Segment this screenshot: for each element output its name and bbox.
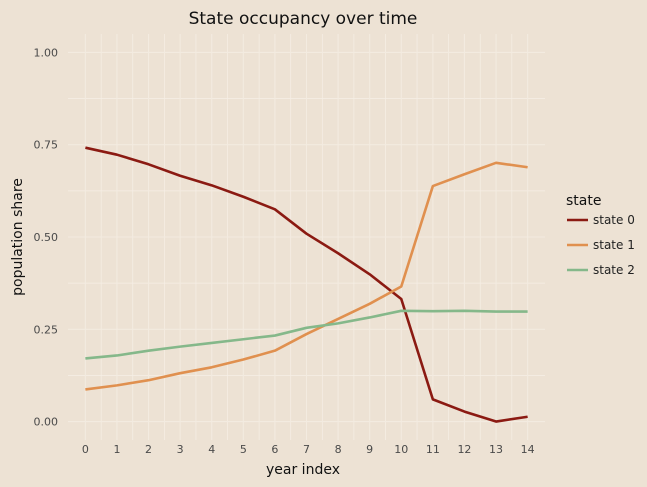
y-tick-label: 0.25 [34, 323, 59, 336]
legend-label-state-1: state 1 [593, 238, 635, 252]
x-tick-label: 14 [521, 443, 535, 456]
y-axis-title: population share [10, 178, 26, 296]
x-tick-label: 1 [113, 443, 120, 456]
x-tick-label: 4 [208, 443, 215, 456]
x-tick-label: 7 [303, 443, 310, 456]
x-tick-label: 2 [145, 443, 152, 456]
x-tick-label: 3 [177, 443, 184, 456]
x-axis: 0 1 2 3 4 5 6 7 8 9 10 11 12 13 14 [82, 443, 535, 456]
x-tick-label: 5 [240, 443, 247, 456]
legend-label-state-0: state 0 [593, 213, 635, 227]
legend-items: state 0 state 1 state 2 [567, 213, 635, 277]
legend-title: state [566, 193, 601, 209]
grid-major [68, 34, 545, 440]
x-axis-title: year index [266, 462, 340, 478]
y-tick-label: 1.00 [34, 46, 59, 59]
series-layer [85, 146, 528, 423]
x-tick-label: 13 [489, 443, 503, 456]
legend-label-state-2: state 2 [593, 263, 635, 277]
series-line-state-2 [85, 309, 528, 360]
x-tick-label: 6 [271, 443, 278, 456]
y-axis: 0.00 0.25 0.50 0.75 1.00 [34, 46, 59, 428]
chart-title: State occupancy over time [189, 9, 418, 29]
series-line-state-0 [85, 146, 528, 423]
x-tick-label: 0 [82, 443, 89, 456]
legend: state state 0 state 1 state 2 [566, 193, 635, 277]
y-tick-label: 0.50 [34, 231, 59, 244]
x-tick-label: 9 [366, 443, 373, 456]
y-tick-label: 0.75 [34, 139, 59, 152]
x-tick-label: 10 [394, 443, 408, 456]
x-tick-label: 8 [335, 443, 342, 456]
series-line-state-1 [85, 161, 528, 391]
x-tick-label: 11 [426, 443, 440, 456]
x-tick-label: 12 [457, 443, 471, 456]
y-tick-label: 0.00 [34, 416, 59, 429]
